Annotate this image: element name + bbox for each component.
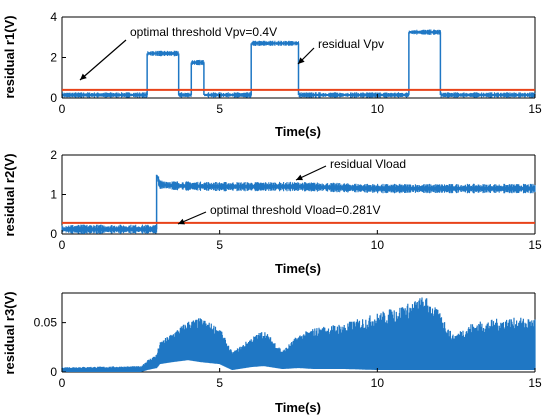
panel-0-annotation-arrowhead-1 [298, 57, 305, 64]
panel-r1-ylabel: residual r1(V) [2, 15, 17, 98]
panel-0-annotation-arrowhead-0 [80, 73, 87, 80]
panel-r2: 0 5 10 15 0 1 2 Time(s) residual r2(V) residua… [2, 148, 542, 276]
panel-0-xtick-label-15: 15 [528, 102, 542, 116]
series-1-0-trace [61, 175, 536, 234]
panel-r2-ticks: 0 5 10 15 0 1 2 [50, 148, 542, 252]
panel-2-ytick-label-0.05: 0.05 [34, 316, 58, 330]
panel-1-xtick-label-0: 0 [59, 238, 66, 252]
series-1-0 [61, 174, 536, 234]
panel-r3: 0 5 10 15 0 0.05 Time(s) residual r3(V) [2, 291, 542, 415]
panel-0-xtick-label-5: 5 [216, 102, 223, 116]
panel-r3-ticks: 0 5 10 15 0 0.05 [34, 316, 542, 390]
panel-0-annotation-arrow-0 [79, 39, 127, 81]
panel-r3-plot-area [61, 297, 536, 372]
panel-1-ytick-label-2: 2 [50, 148, 57, 162]
panel-r1: 0 5 10 15 0 2 4 Time(s) residual r1(V) optimal… [2, 10, 542, 139]
panel-r2-plot-area [61, 174, 536, 234]
panel-1-ytick-label-0: 0 [50, 227, 57, 241]
series-2-0-envelope [61, 297, 536, 372]
panel-r2-annotations: residual Vload optimal threshold Vload=0.… [177, 157, 406, 225]
panel-1-annotation-1: optimal threshold Vload=0.281V [210, 203, 380, 217]
panel-1-xtick-label-5: 5 [216, 238, 223, 252]
panel-1-ytick-label-1: 1 [50, 188, 57, 202]
panel-r1-annotations: optimal threshold Vpv=0.4V residual Vpv [79, 25, 384, 81]
panel-2-xtick-label-0: 0 [59, 376, 66, 390]
panel-2-xtick-label-10: 10 [371, 376, 385, 390]
panel-r3-ylabel: residual r3(V) [2, 291, 17, 374]
panel-1-annotation-arrowhead-1 [178, 218, 185, 225]
series-2-0 [61, 297, 536, 372]
panel-r1-ticks: 0 5 10 15 0 2 4 [50, 10, 542, 116]
panel-r2-xlabel: Time(s) [275, 261, 321, 276]
panel-0-annotation-1: residual Vpv [318, 37, 384, 51]
panel-0-annotation-0: optimal threshold Vpv=0.4V [130, 25, 277, 39]
panel-0-ytick-label-2: 2 [50, 51, 57, 65]
panel-r1-xlabel: Time(s) [275, 124, 321, 139]
panel-1-annotation-0: residual Vload [330, 157, 406, 171]
panel-2-xtick-label-15: 15 [528, 376, 542, 390]
panel-0-xtick-label-0: 0 [59, 102, 66, 116]
panel-0-ytick-label-0: 0 [50, 91, 57, 105]
panel-1-xtick-label-15: 15 [528, 238, 542, 252]
panel-1-annotation-arrowhead-0 [296, 174, 303, 181]
panel-2-ytick-label-0: 0 [50, 365, 57, 379]
panel-r3-xlabel: Time(s) [275, 400, 321, 415]
panel-r2-ylabel: residual r2(V) [2, 153, 17, 236]
panel-1-xtick-label-10: 10 [371, 238, 385, 252]
panel-2-xtick-label-5: 5 [216, 376, 223, 390]
panel-0-ytick-label-4: 4 [50, 10, 57, 24]
panel-0-xtick-label-10: 10 [371, 102, 385, 116]
